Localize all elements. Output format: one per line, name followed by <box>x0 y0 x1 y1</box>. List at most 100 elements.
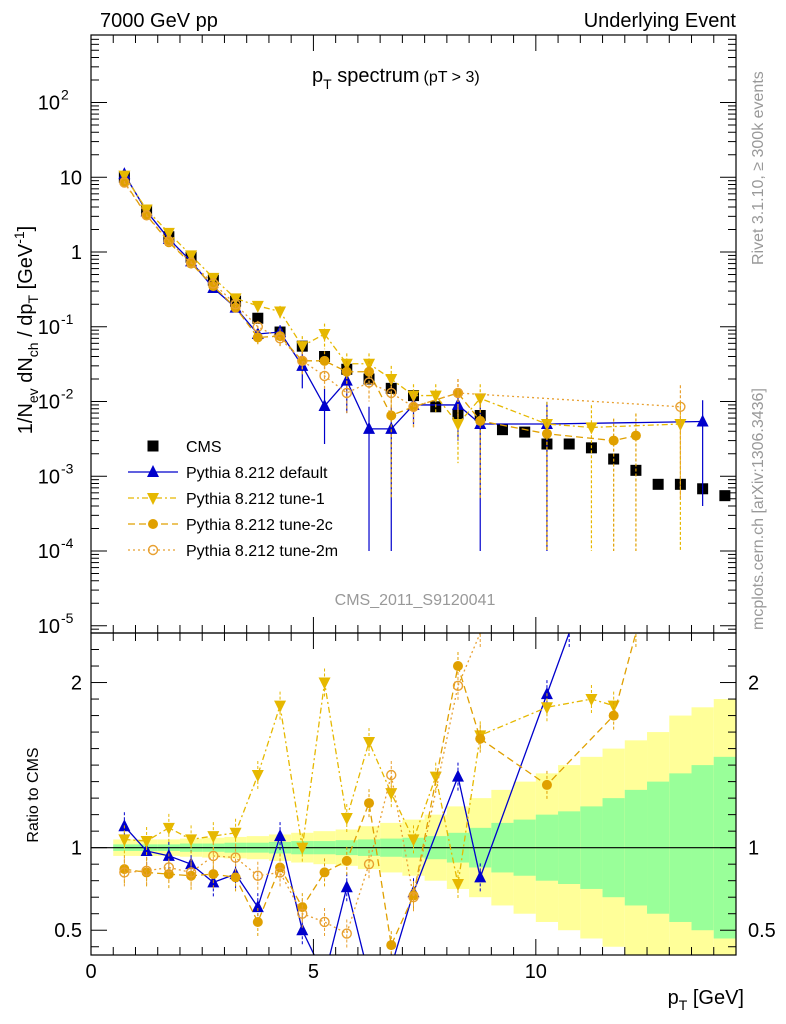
x-tick-label: 5 <box>308 961 319 983</box>
y-tick-exponent: -4 <box>61 535 74 551</box>
point-tune2m <box>230 299 241 310</box>
cms-point <box>252 312 264 324</box>
point-tune2c <box>386 410 397 421</box>
point-tune1 <box>340 358 353 371</box>
ratio-point-default <box>451 769 464 782</box>
ratio-point-tune1 <box>118 834 131 847</box>
ratio-point-tune2c <box>208 869 219 880</box>
point-default <box>340 373 353 386</box>
y-tick-exponent: -5 <box>61 610 74 626</box>
point-tune2m <box>452 387 464 399</box>
point-tune1 <box>296 341 309 354</box>
legend: CMS Pythia 8.212 default Pythia 8.212 tune… <box>128 439 338 560</box>
point-tune2m <box>208 278 219 289</box>
ratio-point-tune1 <box>340 812 353 825</box>
ratio-y-tick-label: 1 <box>71 838 82 860</box>
point-tune2m <box>252 321 264 332</box>
ratio-y-tick-label: 2 <box>71 673 82 695</box>
point-tune2c <box>208 281 219 292</box>
ratio-point-tune1 <box>251 770 264 783</box>
point-tune1 <box>162 227 175 240</box>
ratio-point-tune1 <box>296 842 309 855</box>
y-tick-exponent: -2 <box>61 386 74 402</box>
ratio-point-tune2m <box>208 850 219 862</box>
ratio-point-tune1 <box>229 827 242 840</box>
point-tune2m <box>408 401 419 412</box>
cms-point <box>652 478 664 490</box>
title-rest: spectrum <box>332 65 420 87</box>
main-ylabel: 1/Nev dNch / dpT [GeV-1] <box>11 226 41 434</box>
y-tick-label: 10 <box>38 392 60 414</box>
ratio-point-default <box>118 819 131 832</box>
ratio-point-tune2c <box>364 798 375 809</box>
ratio-point-tune2c <box>252 916 263 927</box>
point-default <box>363 421 376 434</box>
xlabel: pT [GeV] <box>668 987 744 1013</box>
point-tune2c <box>541 428 552 439</box>
ratio-point-tune2m <box>163 862 175 873</box>
ratio-point-tune2m <box>119 867 130 878</box>
legend-marker-cms <box>147 440 159 452</box>
point-tune1 <box>385 374 398 387</box>
point-tune1 <box>274 306 287 319</box>
ratio-point-tune2m <box>297 908 308 919</box>
point-tune2m <box>163 235 175 247</box>
ratio-point-default <box>251 900 264 913</box>
ratio-point-tune1 <box>363 736 376 749</box>
legend-label-tune2m: Pythia 8.212 tune-2m <box>186 543 338 560</box>
y-tick-label: 10 <box>38 541 60 563</box>
ratio-point-tune2m <box>185 867 197 878</box>
ratio-y-tick-label-right: 2 <box>748 673 759 695</box>
main-plot-area <box>118 167 731 552</box>
cms-point <box>519 426 531 438</box>
point-tune2m <box>319 370 330 382</box>
y-tick-label: 10 <box>38 466 60 488</box>
ratio-point-tune2c <box>475 733 486 744</box>
legend-entry-tune2c: Pythia 8.212 tune-2c <box>128 517 333 534</box>
point-tune1 <box>451 419 464 432</box>
legend-label-default: Pythia 8.212 default <box>186 465 328 482</box>
side-label-top: Rivet 3.1.10, ≥ 300k events <box>750 71 767 265</box>
ratio-point-tune1 <box>185 834 198 847</box>
y-tick-label: 10 <box>60 167 82 189</box>
ratio-point-default <box>340 880 353 893</box>
legend-label-tune2c: Pythia 8.212 tune-2c <box>186 517 333 534</box>
point-tune2m <box>675 401 686 412</box>
ratio-y-tick-label-right: 1 <box>748 838 759 860</box>
main-plot-clip <box>118 167 731 552</box>
point-tune2m <box>363 377 375 388</box>
cms-point <box>563 438 575 450</box>
point-tune1 <box>474 393 487 406</box>
legend-label-cms: CMS <box>186 439 222 456</box>
ratio-point-tune2m <box>341 928 352 939</box>
point-tune2c <box>319 355 330 366</box>
ratio-point-tune2m <box>452 680 464 692</box>
ratio-point-tune1 <box>274 700 287 713</box>
ratio-point-tune2c <box>341 855 352 866</box>
point-tune2m <box>185 257 197 268</box>
ratio-line-tune1 <box>124 682 614 885</box>
ratio-point-tune1 <box>585 694 598 707</box>
point-tune2m <box>386 387 397 399</box>
ratio-point-default <box>474 870 487 883</box>
ratio-series-tune1 <box>118 668 620 898</box>
point-default <box>318 399 331 412</box>
point-tune2c <box>341 366 352 377</box>
ratio-point-tune2c <box>541 779 552 790</box>
ratio-line-tune2m <box>124 633 481 935</box>
ratio-point-tune1 <box>429 771 442 784</box>
point-default <box>385 421 398 434</box>
legend-entry-default: Pythia 8.212 default <box>128 465 328 482</box>
legend-entry-cms: CMS <box>147 439 222 456</box>
ratio-point-tune2m <box>363 858 375 870</box>
point-default <box>696 414 709 427</box>
point-tune1 <box>251 300 264 313</box>
ratio-point-tune2m <box>408 892 419 903</box>
point-tune1 <box>674 419 687 432</box>
ratio-point-tune1 <box>451 878 464 891</box>
cms-point <box>496 424 508 436</box>
ratio-point-tune2m <box>274 867 286 878</box>
line-tune2m <box>123 182 681 408</box>
ratio-point-tune2m <box>319 916 330 928</box>
